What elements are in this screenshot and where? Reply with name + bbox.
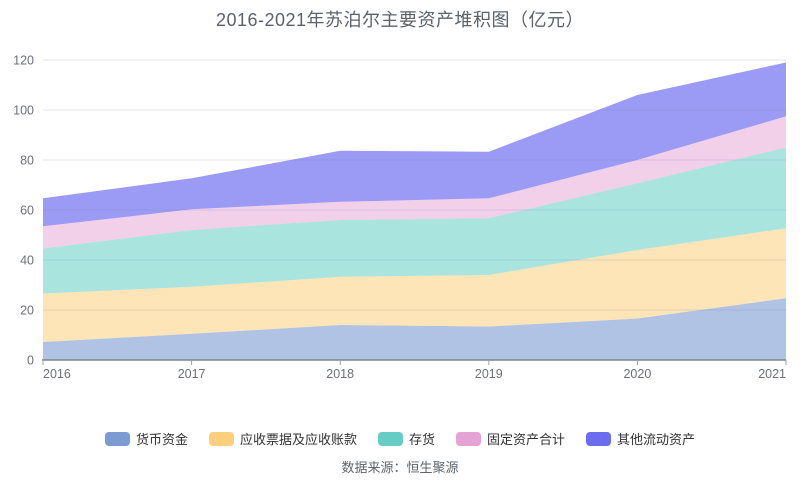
area-series-2[interactable] xyxy=(43,147,786,294)
area-series-3[interactable] xyxy=(43,116,786,249)
legend-item-0[interactable]: 货币资金 xyxy=(104,429,188,448)
data-source-caption: 数据来源：恒生聚源 xyxy=(341,460,459,475)
chart-legend: 货币资金 应收票据及应收账款 存货 固定资产合计 其他流动资产 xyxy=(0,429,800,448)
legend-item-1[interactable]: 应收票据及应收账款 xyxy=(208,429,357,448)
legend-label: 应收票据及应收账款 xyxy=(239,432,357,447)
x-tick-label-2020: 2020 xyxy=(623,367,651,381)
legend-swatch-icon xyxy=(104,431,130,446)
legend-item-4[interactable]: 其他流动资产 xyxy=(586,429,695,448)
y-tick-label-40: 40 xyxy=(20,254,34,268)
area-series-4[interactable] xyxy=(43,62,786,227)
x-tick-label-2019: 2019 xyxy=(475,367,503,381)
y-tick-label-20: 20 xyxy=(20,304,34,318)
legend-label: 存货 xyxy=(408,432,435,447)
y-tick-label-80: 80 xyxy=(20,154,34,168)
legend-label: 其他流动资产 xyxy=(617,432,696,447)
y-tick-label-100: 100 xyxy=(13,104,34,118)
legend-item-3[interactable]: 固定资产合计 xyxy=(456,429,565,448)
x-tick-label-2016: 2016 xyxy=(43,367,71,381)
x-tick-label-2021: 2021 xyxy=(758,367,786,381)
legend-label: 货币资金 xyxy=(135,432,188,447)
legend-swatch-icon xyxy=(456,431,481,446)
y-tick-label-120: 120 xyxy=(13,54,34,68)
area-series-1[interactable] xyxy=(43,228,786,342)
legend-item-2[interactable]: 存货 xyxy=(377,429,435,448)
legend-swatch-icon xyxy=(208,431,234,446)
legend-swatch-icon xyxy=(377,431,403,446)
stacked-area-chart: 0 20 40 60 80 100 120 2016 2017 2018 2019 2020 2021 xyxy=(13,54,787,381)
chart-title: 2016-2021年苏泊尔主要资产堆积图（亿元） xyxy=(215,10,585,30)
legend-swatch-icon xyxy=(586,431,612,446)
x-tick-label-2018: 2018 xyxy=(326,367,354,381)
x-tick-label-2017: 2017 xyxy=(178,367,206,381)
y-tick-label-0: 0 xyxy=(27,354,34,368)
legend-label: 固定资产合计 xyxy=(487,432,566,447)
y-tick-label-60: 60 xyxy=(20,204,34,218)
area-series-0[interactable] xyxy=(43,298,786,360)
